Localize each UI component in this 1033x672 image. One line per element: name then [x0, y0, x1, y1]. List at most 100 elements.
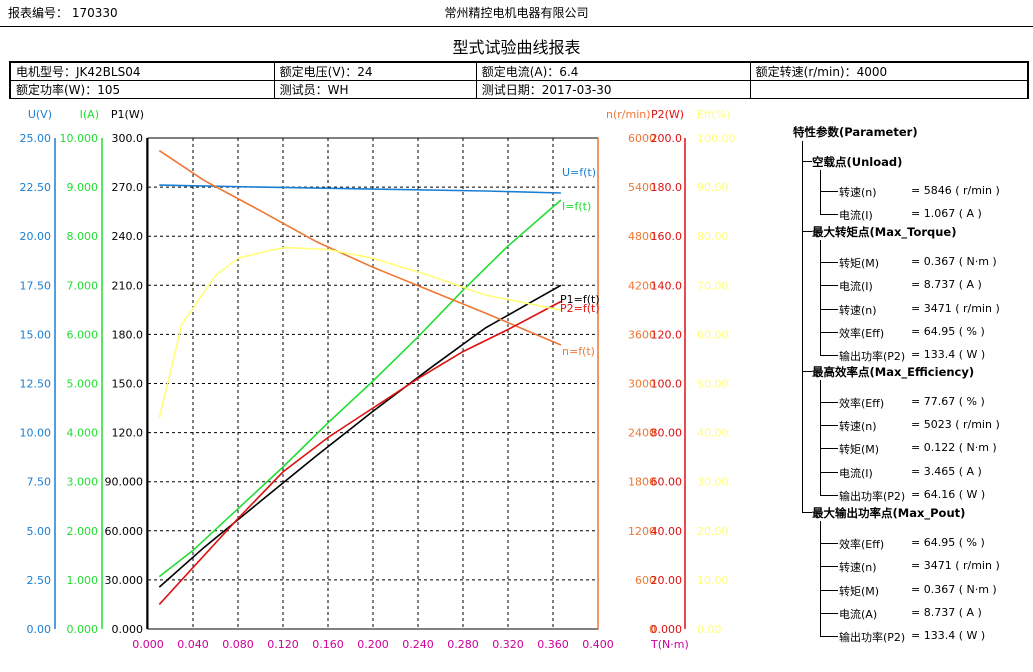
param-row-value: = 5846 ( r/min ) [911, 184, 1000, 197]
tick-label-P2: 60.00 [651, 476, 683, 489]
tick-label-Eff: 60.00 [697, 328, 729, 341]
param-row-label: 电流(A) [839, 608, 878, 621]
param-row-branch [820, 590, 838, 591]
param-row-value: = 133.4 ( W ) [911, 629, 986, 642]
tick-label-I: 6.000 [67, 328, 99, 341]
x-tick-label: 0.360 [537, 638, 569, 651]
param-row-branch [820, 332, 838, 333]
tick-label-P1: 210.0 [112, 279, 144, 292]
tick-label-P1: 0.000 [112, 623, 144, 636]
param-row-value: = 1.067 ( A ) [911, 207, 982, 220]
tick-label-Eff: 30.00 [697, 476, 729, 489]
info-tester: 测试员：WH [273, 80, 477, 99]
param-row-value: = 3471 ( r/min ) [911, 559, 1000, 572]
series-line-P2 [158, 300, 562, 605]
tick-label-P2: 40.00 [651, 525, 683, 538]
tick-label-n: 5400 [628, 181, 656, 194]
tick-label-U: 20.00 [20, 230, 52, 243]
tick-label-I: 2.000 [67, 525, 99, 538]
tick-label-U: 5.00 [27, 525, 52, 538]
param-subtree-line [820, 380, 821, 495]
tick-label-P2: 20.00 [651, 574, 683, 587]
tick-label-n: 0 [649, 623, 656, 636]
param-row-value: = 0.367 ( N·m ) [911, 255, 997, 268]
report-number: 报表编号： 170330 [8, 6, 118, 20]
param-row-branch [820, 309, 838, 310]
company-name: 常州精控电机电器有限公司 [444, 6, 589, 20]
series-line-n [158, 149, 562, 346]
tick-label-P2: 120.0 [651, 328, 683, 341]
param-row-value: = 3.465 ( A ) [911, 465, 982, 478]
param-row-value: = 64.95 ( % ) [911, 536, 985, 549]
param-row-branch [820, 214, 838, 215]
tick-label-P1: 30.000 [105, 574, 144, 587]
series-label-I: I=f(t) [562, 200, 591, 213]
param-row-value: = 0.122 ( N·m ) [911, 441, 997, 454]
tick-label-n: 3000 [628, 378, 656, 391]
info-rated-power: 额定功率(W)：105 [10, 80, 275, 99]
tick-label-Eff: 40.00 [697, 427, 729, 440]
series-line-I [158, 199, 562, 578]
param-row-label: 转矩(M) [839, 257, 880, 270]
tick-label-n: 1800 [628, 476, 656, 489]
x-tick-label: 0.320 [492, 638, 524, 651]
tick-label-Eff: 10.00 [697, 574, 729, 587]
tick-label-P1: 150.0 [112, 378, 144, 391]
tick-label-P1: 60.000 [105, 525, 144, 538]
info-test-date: 测试日期：2017-03-30 [475, 80, 751, 99]
param-section-title: 最大转矩点(Max_Torque) [812, 225, 957, 239]
tick-label-U: 0.00 [27, 623, 52, 636]
param-row-value: = 0.367 ( N·m ) [911, 583, 997, 596]
param-row-branch [820, 262, 838, 263]
tick-label-P1: 180.0 [112, 328, 144, 341]
parameter-panel: 特性参数(Parameter) 空载点(Unload) 转速(n) = 5846 ( … [783, 118, 1028, 663]
param-row-label: 转速(n) [839, 304, 877, 317]
tick-label-I: 9.000 [67, 181, 99, 194]
param-subtree-line [820, 240, 821, 355]
x-tick-label: 0.120 [267, 638, 299, 651]
tick-label-I: 4.000 [67, 427, 99, 440]
param-row-value: = 5023 ( r/min ) [911, 418, 1000, 431]
info-row-1: 电机型号：JK42BLS04 额定电压(V)：24 额定电流(A)：6.4 额定… [10, 62, 1029, 81]
param-row-branch [820, 402, 838, 403]
tick-label-U: 7.50 [27, 476, 52, 489]
tick-label-P1: 240.0 [112, 230, 144, 243]
param-row-value: = 64.16 ( W ) [911, 488, 986, 501]
tick-label-Eff: 80.00 [697, 230, 729, 243]
tick-label-U: 22.50 [20, 181, 52, 194]
param-tree-branch [802, 231, 812, 232]
axis-label-P1: P1(W) [111, 108, 144, 121]
param-row-label: 输出功率(P2) [839, 631, 906, 644]
header-divider [0, 26, 1033, 27]
tick-label-n: 6000 [628, 132, 656, 145]
tick-label-Eff: 20.00 [697, 525, 729, 538]
param-row-branch [820, 425, 838, 426]
tick-label-U: 17.50 [20, 279, 52, 292]
param-row-label: 转速(n) [839, 420, 877, 433]
tick-label-Eff: 70.00 [697, 279, 729, 292]
tick-label-P2: 200.0 [651, 132, 683, 145]
param-title: 特性参数(Parameter) [793, 125, 918, 139]
x-tick-label: 0.280 [447, 638, 479, 651]
x-tick-label: 0.200 [357, 638, 389, 651]
tick-label-Eff: 90.00 [697, 181, 729, 194]
param-row-value: = 3471 ( r/min ) [911, 302, 1000, 315]
param-row-branch [820, 636, 838, 637]
param-subtree-line [820, 170, 821, 214]
param-row-label: 效率(Eff) [839, 327, 885, 340]
param-row-branch [820, 472, 838, 473]
series-label-U: U=f(t) [562, 166, 596, 179]
info-rated-voltage: 额定电压(V)：24 [273, 62, 477, 81]
param-row-label: 电流(I) [839, 467, 873, 480]
param-row-value: = 8.737 ( A ) [911, 278, 982, 291]
tick-label-U: 15.00 [20, 328, 52, 341]
param-row-branch [820, 355, 838, 356]
param-tree-trunk [802, 141, 803, 512]
tick-label-I: 0.000 [67, 623, 99, 636]
x-tick-label: 0.240 [402, 638, 434, 651]
info-motor-model: 电机型号：JK42BLS04 [10, 62, 275, 81]
param-row-branch [820, 448, 838, 449]
param-section-title: 最高效率点(Max_Efficiency) [812, 365, 975, 379]
x-tick-label: 0.080 [222, 638, 254, 651]
axis-label-P2: P2(W) [651, 108, 684, 121]
